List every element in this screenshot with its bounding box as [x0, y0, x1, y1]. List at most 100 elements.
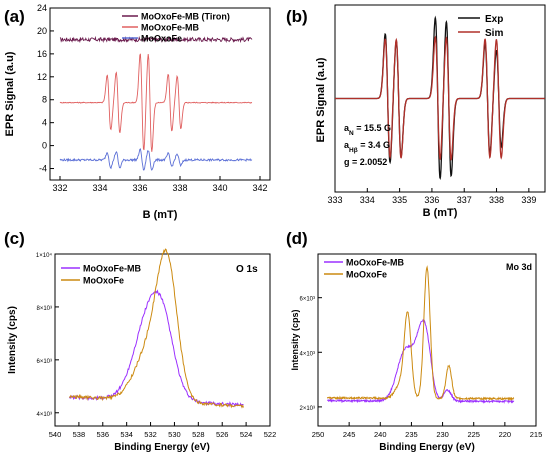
x-tick-label: 522 — [264, 430, 277, 439]
legend-label-c-moxofe: MoOxoFe — [83, 276, 124, 286]
annot-aN: aN = 15.5 G — [344, 123, 391, 137]
x-tick-label: 336 — [132, 183, 147, 193]
x-tick-label: 336 — [424, 195, 439, 205]
x-tick-label: 540 — [49, 430, 62, 439]
legend-label-c-mb: MoOxoFe-MB — [83, 264, 141, 274]
x-tick-label: 245 — [343, 430, 356, 439]
panel-c-annotation: O 1s — [236, 264, 258, 275]
series-line-1 — [68, 289, 244, 408]
panel-a-plot-frame — [49, 7, 271, 181]
panel-d-ticks: 250 245 240 235 230 225 220 215 2×10³ 4×10³ 6×10³ — [299, 297, 542, 439]
y-tick-label: 4×10³ — [299, 351, 315, 357]
y-tick-label: 6×10³ — [299, 297, 315, 303]
x-tick-label: 530 — [168, 430, 181, 439]
series-line-3 — [59, 148, 253, 171]
y-tick-label: 20 — [37, 26, 47, 36]
series-line-sim — [335, 35, 545, 161]
panel-a-series — [59, 35, 253, 171]
panel-d-plot-frame — [317, 253, 537, 427]
x-tick-label: 340 — [212, 183, 227, 193]
x-tick-label: 335 — [392, 195, 407, 205]
x-tick-label: 532 — [144, 430, 157, 439]
series-line-1 — [59, 35, 253, 44]
x-tick-label: 250 — [312, 430, 325, 439]
panel-c-xlabel: Binding Energy (eV) — [114, 442, 210, 453]
panel-d-annotation: Mo 3d — [506, 262, 532, 272]
panel-d: (d) 250 245 240 235 230 225 220 215 2×10³ 4×10³ 6×… — [286, 229, 542, 453]
x-tick-label: 333 — [327, 195, 342, 205]
series-line-2 — [68, 248, 244, 409]
y-tick-label: 1×10⁴ — [36, 252, 53, 259]
annot-g: g = 2.0052 — [344, 157, 387, 167]
x-tick-label: 338 — [489, 195, 504, 205]
panel-b-annotations: aN = 15.5 G aHβ = 3.4 G g = 2.0052 — [344, 123, 391, 167]
panel-a-ylabel: EPR Signal (a.u) — [4, 51, 16, 136]
x-tick-label: 334 — [360, 195, 375, 205]
legend-label-tiron: MoOxoFe-MB (Tiron) — [141, 12, 230, 22]
x-tick-label: 339 — [521, 195, 536, 205]
panel-b-series — [335, 15, 545, 180]
y-tick-label: 0 — [42, 141, 47, 151]
panel-d-ylabel: Intensity (cps) — [290, 309, 300, 370]
panel-c-ylabel: Intensity (cps) — [7, 306, 18, 374]
legend-label-exp: Exp — [485, 14, 503, 25]
x-tick-label: 524 — [240, 430, 253, 439]
x-tick-label: 230 — [436, 430, 449, 439]
x-tick-label: 534 — [120, 430, 133, 439]
legend-label-d-mb: MoOxoFe-MB — [346, 258, 404, 268]
y-tick-label: 8×10³ — [36, 306, 52, 312]
panel-b-ticks: 333 334 335 336 337 338 339 — [327, 188, 536, 205]
panel-a-legend: MoOxoFe-MB (Tiron) MoOxoFe-MB MoOxoFe — [122, 12, 230, 44]
y-tick-label: 16 — [37, 49, 47, 59]
panel-b: (b) 333 334 335 336 337 338 339 Exp Sim aN = 1… — [286, 4, 546, 219]
panel-d-xlabel: Binding Energy (eV) — [379, 442, 475, 453]
legend-label-mb: MoOxoFe-MB — [141, 23, 199, 33]
legend-label-d-moxofe: MoOxoFe — [346, 270, 387, 280]
panel-b-letter: (b) — [286, 7, 308, 26]
panel-c: (c) 540 538 536 534 532 530 528 526 524 522 4×10³ 6… — [4, 229, 276, 453]
x-tick-label: 538 — [73, 430, 86, 439]
x-tick-label: 334 — [92, 183, 107, 193]
x-tick-label: 337 — [457, 195, 472, 205]
x-tick-label: 536 — [97, 430, 110, 439]
panel-c-legend: MoOxoFe-MB MoOxoFe — [61, 264, 141, 286]
x-tick-label: 235 — [405, 430, 418, 439]
panel-c-letter: (c) — [4, 229, 25, 248]
legend-label-moxofe: MoOxoFe — [141, 34, 182, 44]
panel-d-legend: MoOxoFe-MB MoOxoFe — [324, 258, 404, 280]
y-tick-label: -4 — [39, 164, 47, 174]
series-line-2 — [59, 53, 253, 152]
y-tick-label: 12 — [37, 72, 47, 82]
series-line-2 — [326, 265, 515, 402]
series-line-1 — [327, 318, 515, 404]
panel-a: (a) 332 334 336 338 340 342 -4 0 4 8 12 16 20 24 MoOx… — [4, 3, 271, 221]
y-tick-label: 2×10³ — [299, 406, 315, 412]
panel-b-ylabel: EPR Signal (a.u) — [315, 57, 327, 142]
y-tick-label: 4×10³ — [36, 412, 52, 418]
panel-d-letter: (d) — [286, 229, 308, 248]
x-tick-label: 332 — [52, 183, 67, 193]
panel-c-series — [68, 248, 244, 409]
y-tick-label: 6×10³ — [36, 359, 52, 365]
x-tick-label: 225 — [467, 430, 480, 439]
y-tick-label: 24 — [37, 3, 47, 13]
x-tick-label: 338 — [172, 183, 187, 193]
panel-a-xlabel: B (mT) — [143, 209, 178, 221]
panel-d-series — [326, 265, 515, 404]
y-tick-label: 8 — [42, 95, 47, 105]
panel-b-legend: Exp Sim — [458, 14, 503, 39]
panel-c-ticks: 540 538 536 534 532 530 528 526 524 522 4×10³ 6×10³… — [36, 252, 276, 439]
annot-aH: aHβ = 3.4 G — [344, 140, 390, 154]
panel-b-xlabel: B (mT) — [423, 207, 458, 219]
panel-a-ticks: 332 334 336 338 340 342 -4 0 4 8 12 16 20 24 — [37, 3, 268, 193]
panel-a-letter: (a) — [4, 7, 25, 26]
x-tick-label: 215 — [530, 430, 543, 439]
x-tick-label: 220 — [499, 430, 512, 439]
x-tick-label: 526 — [216, 430, 229, 439]
legend-label-sim: Sim — [485, 28, 503, 39]
y-tick-label: 4 — [42, 118, 47, 128]
x-tick-label: 528 — [192, 430, 205, 439]
x-tick-label: 342 — [252, 183, 267, 193]
x-tick-label: 240 — [374, 430, 387, 439]
